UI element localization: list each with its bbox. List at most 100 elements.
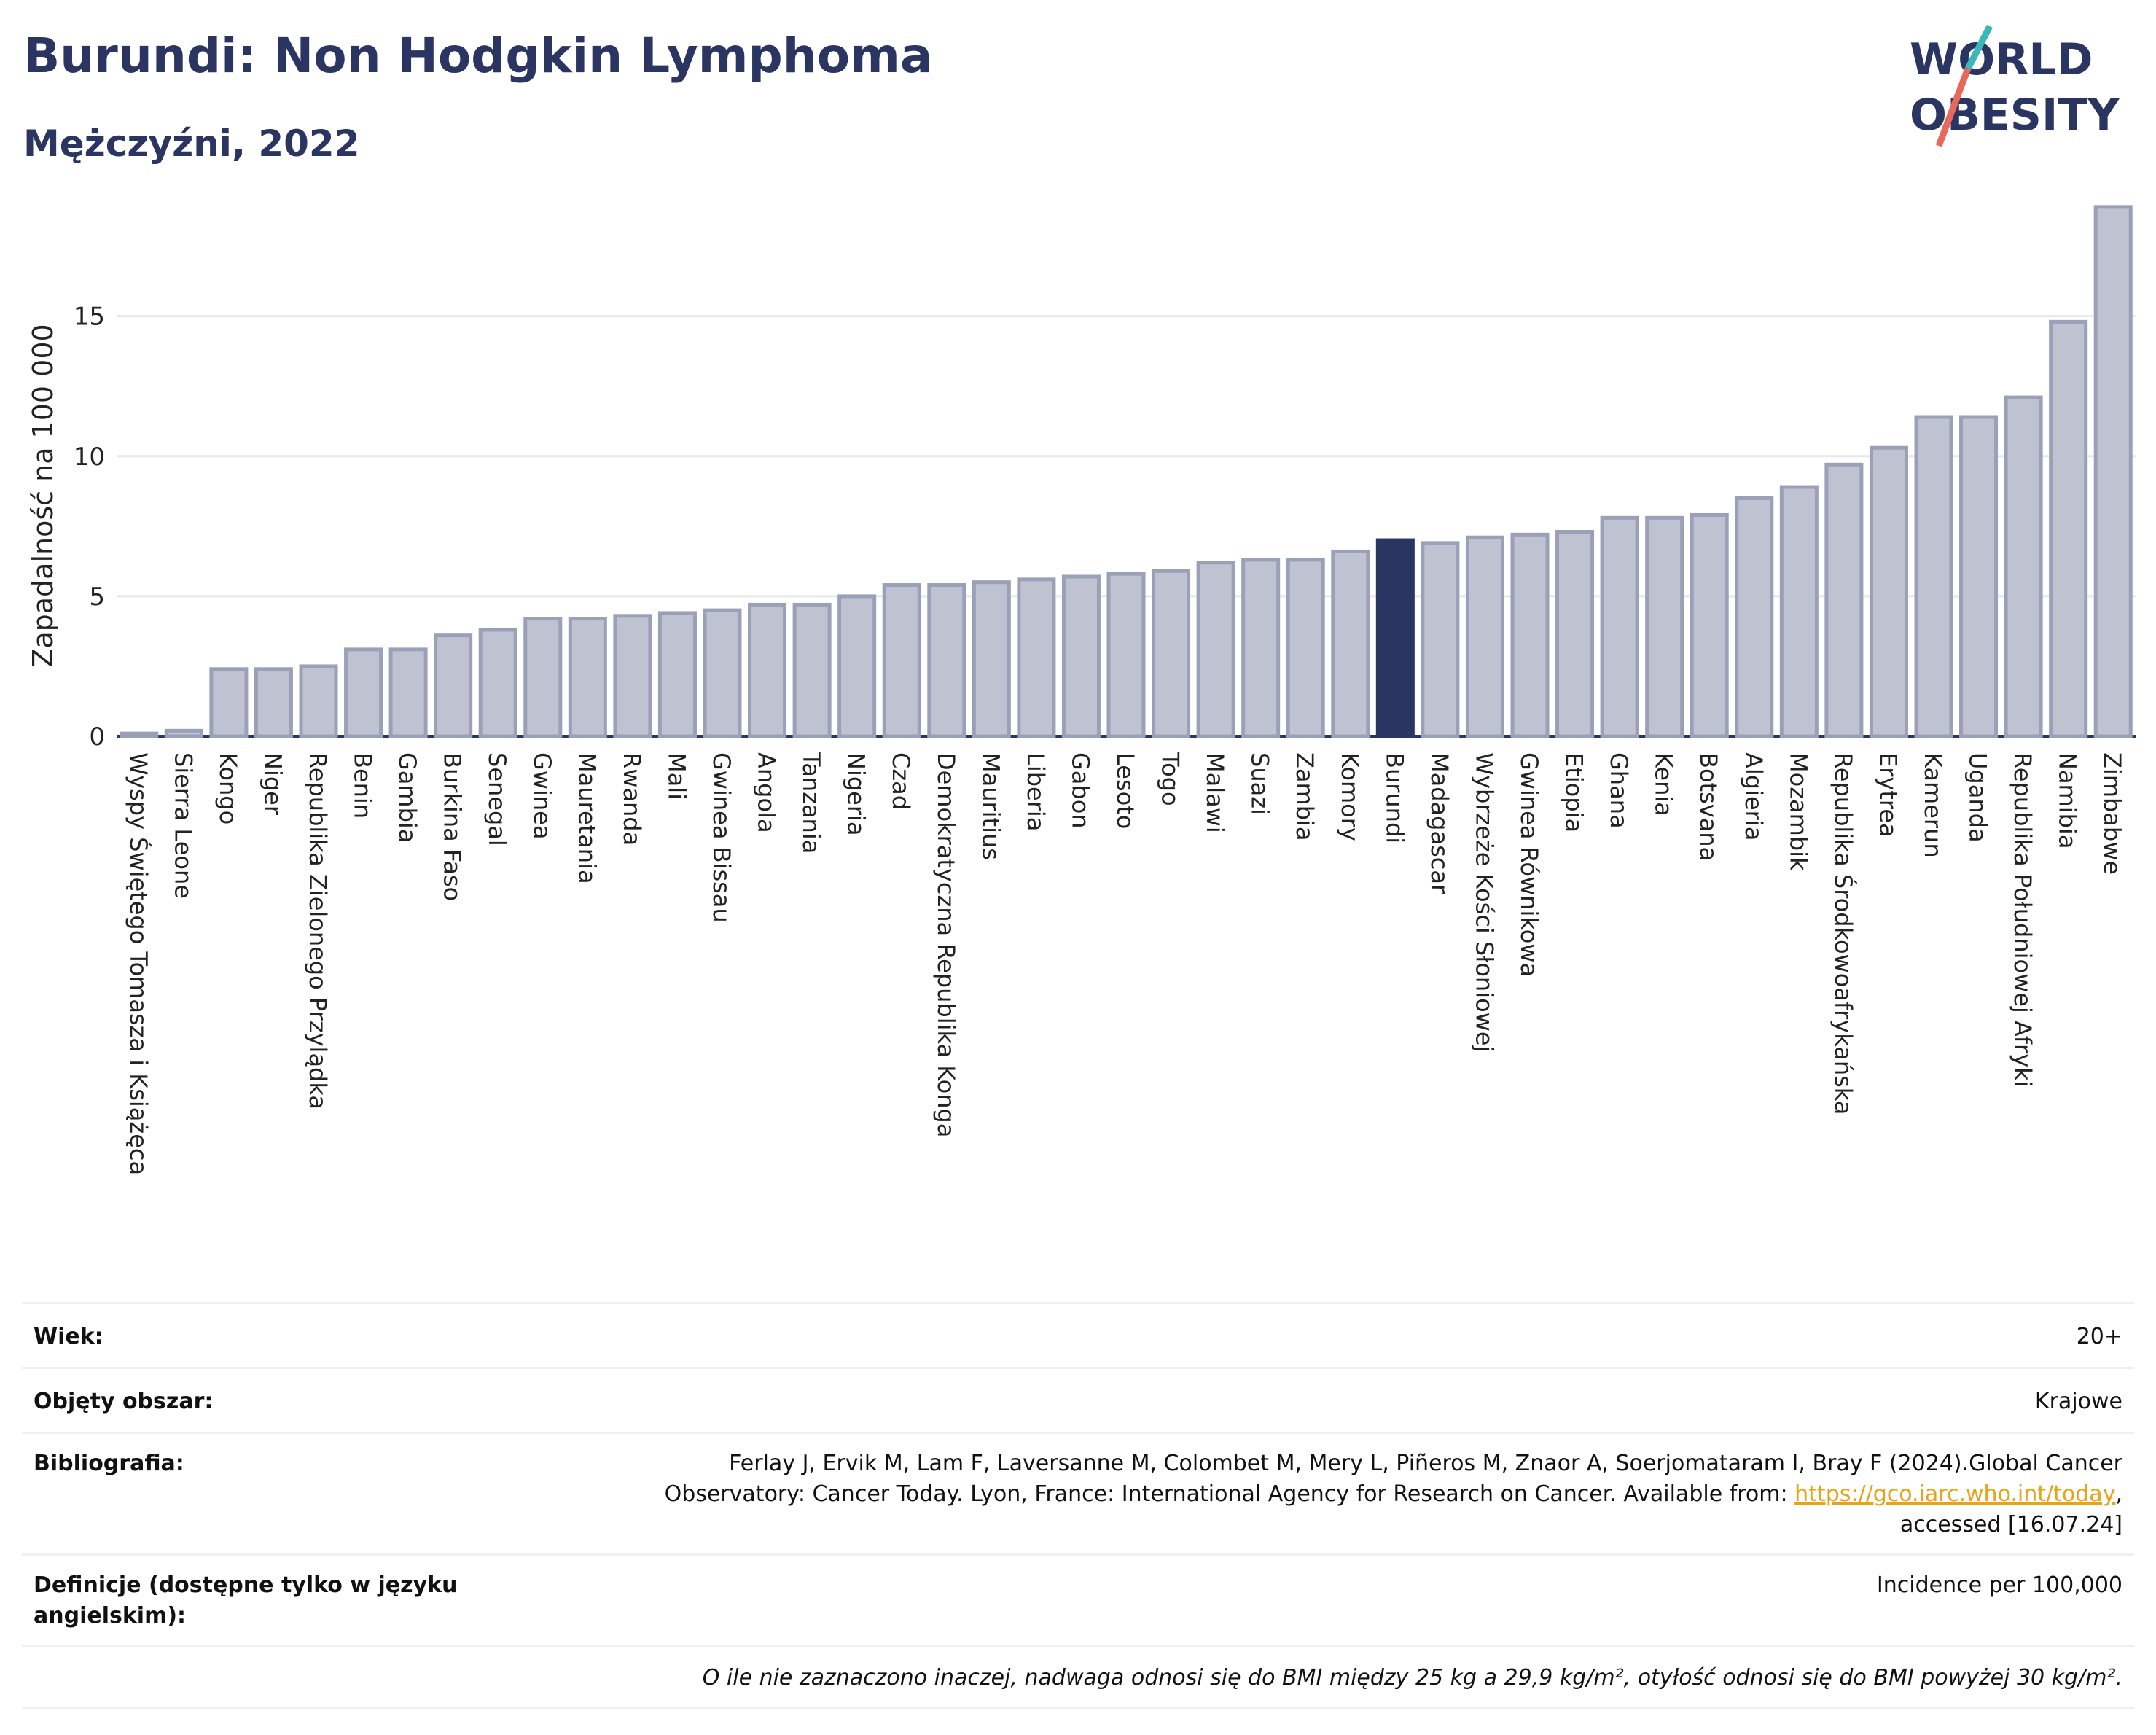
definitions-value: Incidence per 100,000 — [1876, 1572, 2122, 1598]
x-tick-label: Benin — [349, 752, 377, 819]
bar-kongo[interactable] — [209, 667, 249, 738]
bar-botsvana[interactable] — [1690, 512, 1729, 738]
bar-niger[interactable] — [254, 667, 293, 738]
bar-madagascar[interactable] — [1421, 541, 1460, 738]
bar-mauretania[interactable] — [568, 617, 607, 738]
bar-republika-środkowoafrykańska[interactable] — [1824, 462, 1864, 738]
page-title: Burundi: Non Hodgkin Lymphoma — [23, 28, 933, 84]
x-tick-label: Senegal — [483, 752, 511, 846]
bar-uganda[interactable] — [1959, 415, 1999, 738]
x-tick-label: Gwinea — [528, 752, 556, 839]
bibliography-link[interactable]: https://gco.iarc.who.int/today — [1794, 1481, 2116, 1507]
info-row-age: Wiek: 20+ — [22, 1302, 2134, 1367]
bar-suazi[interactable] — [1241, 558, 1281, 738]
age-label: Wiek: — [34, 1324, 103, 1349]
x-tick-label: Tanzania — [797, 752, 825, 854]
x-tick-label: Namibia — [2054, 752, 2082, 849]
x-tick-label: Wyspy Świętego Tomasza i Książęca — [125, 752, 153, 1175]
page-subtitle: Mężczyźni, 2022 — [23, 122, 360, 165]
bar-burundi[interactable] — [1375, 538, 1415, 738]
bar-gwinea-równikowa[interactable] — [1510, 532, 1550, 738]
bar-etiopia[interactable] — [1555, 530, 1595, 738]
bar-republika-południowej-afryki[interactable] — [2004, 395, 2043, 738]
bibliography-text-1: Ferlay J, Ervik M, Lam F, Laversanne M, … — [729, 1451, 2122, 1476]
bar-mozambik[interactable] — [1779, 485, 1819, 738]
bar-czad[interactable] — [882, 583, 921, 738]
bar-liberia[interactable] — [1017, 577, 1056, 738]
bar-mauritius[interactable] — [972, 580, 1011, 738]
x-tick-label: Wybrzeże Kości Słoniowej — [1470, 752, 1498, 1052]
x-tick-label: Niger — [259, 752, 286, 816]
bar-ghana[interactable] — [1600, 515, 1639, 738]
y-tick-label: 15 — [74, 303, 105, 332]
bar-demokratyczna-republika-konga[interactable] — [927, 583, 966, 738]
info-row-definitions: Definicje (dostępne tylko w języku angie… — [22, 1553, 2134, 1645]
x-tick-label: Madagascar — [1426, 752, 1453, 894]
x-tick-label: Gwinea Równikowa — [1515, 752, 1543, 977]
bar-kenia[interactable] — [1645, 515, 1684, 738]
bar-gambia[interactable] — [388, 647, 428, 738]
bar-burkina-faso[interactable] — [434, 633, 473, 738]
info-row-bibliography: Bibliografia: Ferlay J, Ervik M, Lam F, … — [22, 1432, 2134, 1553]
bar-wybrzeże-kości-słoniowej[interactable] — [1465, 535, 1504, 738]
x-tick-label: Mali — [663, 752, 690, 800]
age-value: 20+ — [2076, 1324, 2122, 1349]
x-tick-label: Suazi — [1246, 752, 1274, 815]
info-row-note: O ile nie zaznaczono inaczej, nadwaga od… — [22, 1645, 2134, 1709]
bar-sierra-leone[interactable] — [164, 728, 203, 738]
x-tick-label: Czad — [887, 752, 915, 810]
bar-zimbabwe[interactable] — [2093, 205, 2133, 738]
bar-lesoto[interactable] — [1106, 572, 1146, 738]
bar-gabon[interactable] — [1061, 574, 1101, 738]
bar-angola[interactable] — [748, 602, 787, 738]
x-tick-label: Nigeria — [843, 752, 870, 835]
bar-kamerun[interactable] — [1914, 415, 1953, 738]
bar-algieria[interactable] — [1735, 496, 1774, 738]
bibliography-text-4: accessed [16.07.24] — [1899, 1512, 2122, 1537]
bar-togo[interactable] — [1152, 569, 1191, 738]
bar-gwinea[interactable] — [523, 617, 563, 738]
logo-slash-teal — [1965, 24, 1993, 71]
bar-zambia[interactable] — [1286, 558, 1325, 738]
bar-chart: 0 5 10 15 Wyspy Świętego Tomasza i Książęca… — [27, 205, 2136, 1175]
bibliography-text-3: , — [2115, 1481, 2122, 1507]
bar-erytrea[interactable] — [1869, 445, 1908, 738]
x-tick-label: Botsvana — [1695, 752, 1722, 861]
bibliography-label: Bibliografia: — [34, 1451, 184, 1476]
logo-slash-red — [1935, 67, 1972, 147]
bar-senegal[interactable] — [478, 628, 517, 738]
x-tick-label: Burkina Faso — [439, 752, 466, 901]
info-row-area: Objęty obszar: Krajowe — [22, 1367, 2134, 1432]
x-tick-label: Sierra Leone — [169, 752, 197, 899]
y-tick-label: 5 — [89, 582, 105, 612]
area-label: Objęty obszar: — [34, 1389, 214, 1414]
bar-rwanda[interactable] — [613, 614, 652, 738]
bar-wyspy-świętego-tomasza-i-książęca[interactable] — [120, 731, 159, 738]
x-tick-label: Kongo — [214, 752, 242, 824]
x-tick-label: Malawi — [1201, 752, 1229, 833]
x-tick-label: Mauritius — [977, 752, 1004, 860]
x-tick-label: Zimbabwe — [2098, 752, 2126, 875]
bar-nigeria[interactable] — [837, 594, 877, 738]
bibliography-text-2: Observatory: Cancer Today. Lyon, France:… — [664, 1481, 1795, 1507]
x-tick-label: Lesoto — [1112, 752, 1139, 829]
bar-gwinea-bissau[interactable] — [703, 608, 742, 738]
world-obesity-logo: WORLD OBESITY — [1910, 24, 2120, 147]
bar-benin[interactable] — [344, 647, 383, 738]
bar-malawi[interactable] — [1196, 561, 1235, 738]
x-tick-label: Komory — [1336, 752, 1364, 841]
x-tick-label: Burundi — [1380, 752, 1408, 843]
x-tick-label: Republika Środkowoafrykańska — [1829, 752, 1858, 1115]
x-tick-label: Kenia — [1650, 752, 1678, 816]
bar-komory[interactable] — [1331, 549, 1370, 738]
bibliography-value: Ferlay J, Ervik M, Lam F, Laversanne M, … — [665, 1449, 2134, 1540]
x-tick-label: Uganda — [1964, 752, 1992, 843]
bar-tanzania[interactable] — [792, 602, 832, 738]
bar-republika-zielonego-przylądka[interactable] — [299, 664, 338, 738]
y-tick-label: 0 — [89, 722, 105, 752]
y-tick-label: 10 — [74, 442, 105, 472]
bar-namibia[interactable] — [2049, 319, 2088, 738]
bar-mali[interactable] — [657, 611, 697, 738]
x-tick-label: Demokratyczna Republika Konga — [932, 752, 960, 1137]
bars — [120, 205, 2133, 738]
